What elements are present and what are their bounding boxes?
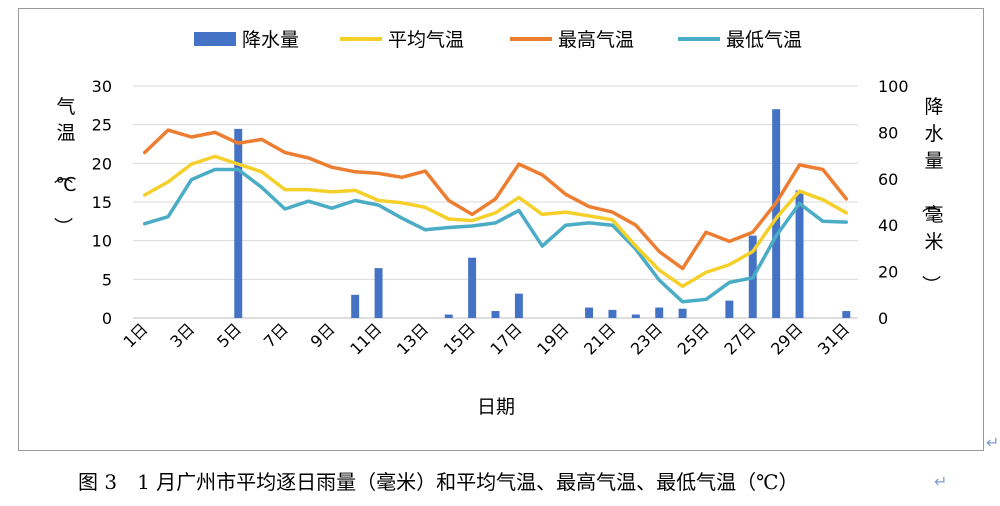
- legend-label: 最低气温: [726, 29, 802, 51]
- left-tick-label: 30: [92, 77, 112, 96]
- chart-frame: [18, 8, 984, 451]
- precip-bar: [608, 309, 617, 318]
- x-tick-label: 3日: [166, 319, 198, 351]
- legend-label: 平均气温: [388, 29, 464, 51]
- line-最低气温: [142, 167, 849, 304]
- line-平均气温: [142, 154, 849, 289]
- precip-bar: [374, 268, 383, 318]
- precip-bar: [585, 307, 594, 318]
- precip-bar: [795, 190, 804, 318]
- legend: 降水量 平均气温 最高气温 最低气温: [194, 29, 802, 51]
- return-mark: ↵: [986, 433, 1000, 452]
- right-axis-title: 降水量（毫米）: [919, 96, 943, 294]
- legend-label: 降水量: [242, 29, 299, 51]
- left-tick-label: 5: [102, 270, 112, 289]
- left-axis-title: 气温（℃）: [51, 96, 76, 236]
- x-tick-label: 9日: [307, 319, 339, 351]
- right-tick-label: 60: [878, 170, 898, 189]
- x-tick-label: 31日: [814, 319, 853, 358]
- precip-bar: [655, 307, 664, 318]
- left-tick-label: 15: [92, 193, 112, 212]
- x-tick-label: 15日: [440, 319, 479, 358]
- precip-bar: [678, 308, 687, 318]
- left-tick-label: 20: [92, 154, 112, 173]
- x-tick-label: 21日: [580, 319, 619, 358]
- figure-caption: 图 3 1 月广州市平均逐日雨量（毫米）和平均气温、最高气温、最低气温（℃）: [78, 470, 799, 494]
- x-tick-label: 19日: [533, 319, 572, 358]
- x-tick-label: 17日: [487, 319, 526, 358]
- precip-bar: [514, 293, 523, 318]
- left-tick-label: 10: [92, 232, 112, 251]
- x-tick-label: 27日: [720, 319, 759, 358]
- left-tick-label: 0: [102, 309, 112, 328]
- precip-bar: [772, 109, 781, 318]
- legend-label: 最高气温: [558, 29, 634, 51]
- precip-bar: [725, 300, 734, 318]
- return-mark-caption: ↵: [934, 472, 948, 491]
- precip-bar: [842, 311, 851, 318]
- precip-bar: [444, 314, 453, 318]
- x-tick-label: 1日: [120, 319, 152, 351]
- precip-bar: [234, 128, 243, 318]
- left-tick-label: 25: [92, 116, 112, 135]
- x-tick-label: 29日: [767, 319, 806, 358]
- right-tick-label: 80: [878, 123, 898, 142]
- x-tick-label: 25日: [674, 319, 713, 358]
- precip-bar: [351, 294, 360, 318]
- axis-titles: 日期 气温（℃） 降水量（毫米）: [51, 96, 943, 418]
- precip-bar: [491, 311, 500, 318]
- x-tick-label: 23日: [627, 319, 666, 358]
- x-tick-label: 11日: [346, 319, 385, 358]
- line-最高气温: [142, 128, 849, 271]
- right-tick-label: 20: [878, 263, 898, 282]
- precip-bar: [631, 314, 640, 318]
- legend-swatch-bar: [194, 32, 236, 46]
- x-tick-label: 13日: [393, 319, 432, 358]
- x-tick-label: 5日: [213, 319, 245, 351]
- temperature-lines: [142, 128, 849, 304]
- right-tick-label: 0: [878, 309, 888, 328]
- right-tick-label: 100: [878, 77, 909, 96]
- x-axis-title: 日期: [477, 396, 515, 418]
- right-tick-label: 40: [878, 216, 898, 235]
- x-tick-label: 7日: [260, 319, 292, 351]
- precip-bar: [468, 257, 477, 318]
- axis-ticks: 0 5 10 15 20 25 30 0 20 40 60 80 100 1日 3日 5日 7日 9日 11日 13日…: [92, 77, 909, 359]
